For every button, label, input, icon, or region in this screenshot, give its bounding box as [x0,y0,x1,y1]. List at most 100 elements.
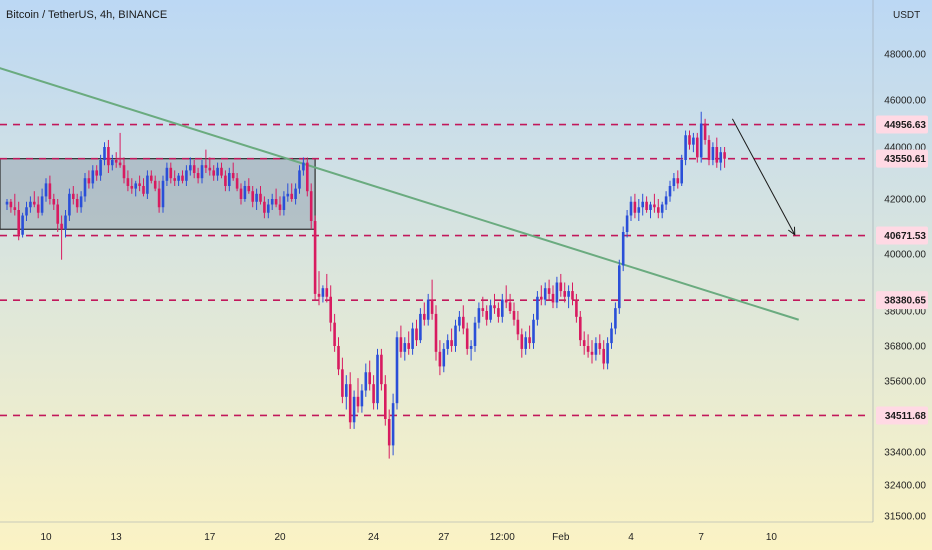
candle [138,175,141,192]
candle [446,334,449,355]
candle [434,305,438,361]
candle [575,293,578,323]
candle [407,331,410,355]
candle [462,305,465,335]
candle [75,193,79,213]
price-level-tag: 44956.63 [876,115,928,134]
time-axis-tick-label: 10 [40,532,52,543]
candle [60,215,63,260]
candle [629,196,633,221]
candle [235,173,239,192]
candle [333,313,336,352]
time-axis-tick-label: 17 [204,532,216,543]
candle [118,132,122,168]
candle [372,375,375,410]
candle [672,173,676,192]
candle [348,372,352,429]
candle [72,186,75,205]
consolidation-range-box [0,158,316,230]
time-axis-tick-label: 20 [274,532,286,543]
candle [150,170,153,184]
candle [606,337,609,370]
candle [395,331,399,410]
candle [282,191,286,216]
candle [657,199,660,219]
candle [465,322,469,355]
symbol-title: Bitcoin / TetherUS, 4h, BINANCE [6,9,168,21]
candle [321,285,325,303]
currency-unit-label: USDT [893,10,921,21]
candle [391,393,395,456]
candle [555,276,559,309]
candle [95,165,98,181]
candle [185,165,188,186]
candle [703,118,707,145]
price-level-tag: 40671.53 [876,226,928,245]
time-axis-tick-label: 12:00 [490,532,515,543]
candle [352,390,356,429]
candle [231,162,235,181]
candle [48,175,52,205]
candle [579,311,582,346]
candle [122,157,126,184]
candle [157,180,161,213]
candle [610,322,613,349]
candle [450,328,453,352]
candle [40,188,44,216]
candle [516,311,520,341]
candle [481,296,485,317]
candle [590,340,594,364]
candle [653,193,656,213]
candle [419,308,422,344]
candle [200,160,204,184]
candle [473,316,477,352]
candle [228,167,231,192]
candle [337,337,340,376]
candle [220,162,223,179]
candle [598,334,602,355]
candle [497,302,500,323]
candle [399,325,403,358]
candle [524,331,527,355]
candle [263,196,266,219]
price-axis-tick-label: 38000.00 [884,307,926,318]
candle [614,302,617,335]
price-level-tag: 34511.68 [876,406,928,425]
price-axis-tick-label: 31500.00 [884,512,926,523]
candle [489,299,492,323]
candle [645,196,648,213]
candle [298,165,301,194]
candle [329,285,332,332]
candle [68,188,71,221]
price-axis-tick-label: 46000.00 [884,96,926,107]
candle [692,132,695,153]
candle [559,273,563,297]
candle [270,193,274,210]
candle [680,154,683,186]
candle [173,170,176,186]
candle [52,193,56,210]
price-axis-tick-label: 33400.00 [884,448,926,459]
candle [364,363,368,397]
price-axis-tick-label: 32400.00 [884,481,926,492]
candle [196,167,200,184]
candle [625,210,629,238]
candle [551,285,555,309]
candle [621,226,625,272]
candle [403,337,407,361]
candle [165,162,169,186]
candle [25,201,28,221]
candle [286,183,290,202]
candle [438,340,442,376]
candle [114,152,118,168]
candle [153,175,157,192]
candle [528,325,531,349]
candle [302,157,305,176]
candle [5,199,9,210]
candle [668,180,672,202]
candle [423,302,426,326]
candle [259,186,262,205]
